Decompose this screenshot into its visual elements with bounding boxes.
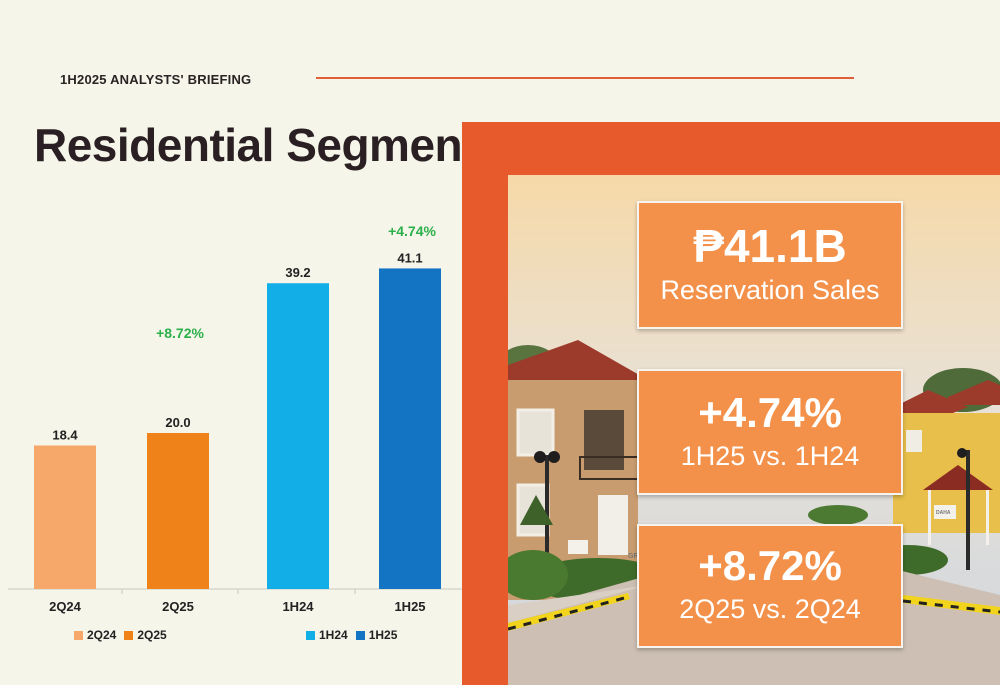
reservation-sales-label: Reservation Sales <box>660 275 880 305</box>
bar-2q24 <box>34 445 96 589</box>
tick-label-1h24: 1H24 <box>282 599 314 614</box>
header-rule <box>316 77 854 79</box>
data-label-1h24: 39.2 <box>285 265 310 280</box>
half-growth-value: +4.74% <box>698 389 842 436</box>
bar-2q25 <box>147 433 209 589</box>
growth-label-0: +8.72% <box>156 325 204 341</box>
half-growth-box: +4.74% 1H25 vs. 1H24 <box>637 369 903 495</box>
tick-label-1h25: 1H25 <box>394 599 425 614</box>
quarter-growth-value: +8.72% <box>698 542 842 589</box>
tick-label-2q25: 2Q25 <box>162 599 194 614</box>
tick-label-2q24: 2Q24 <box>49 599 82 614</box>
legend-swatch-2q25 <box>124 630 134 640</box>
legend-half: 1H24 1H25 <box>306 628 405 642</box>
photo-sign-2 <box>934 505 956 519</box>
reservation-sales-box: ₱41.1B Reservation Sales <box>637 201 903 329</box>
legend-label-1h25: 1H25 <box>368 628 398 642</box>
legend-label-1h24: 1H24 <box>319 628 348 642</box>
half-growth-label: 1H25 vs. 1H24 <box>680 441 860 471</box>
photo-sign-text-2: DAHA <box>936 510 951 516</box>
bar-1h24 <box>267 283 329 589</box>
photo-sign-text: GR <box>628 553 639 560</box>
legend-item-1h24: 1H24 <box>306 628 348 642</box>
legend-swatch-2q24 <box>74 630 83 640</box>
data-label-2q25: 20.0 <box>165 415 190 430</box>
growth-label-1: +4.74% <box>388 223 436 239</box>
legend-item-2q24: 2Q24 <box>74 628 116 642</box>
photo-sign <box>568 540 588 554</box>
data-label-1h25: 41.1 <box>397 250 422 265</box>
page-title: Residential Segment <box>34 119 477 171</box>
residential-bar-chart: 18.4 2Q24 20.0 2Q25 +8.72% 39.2 1H24 41.1 1H25 +4… <box>8 223 466 614</box>
bar-1h25 <box>379 268 441 589</box>
quarter-growth-label: 2Q25 vs. 2Q24 <box>679 594 861 624</box>
legend-swatch-1h25 <box>355 630 365 640</box>
legend-quarter: 2Q24 2Q25 <box>74 628 175 642</box>
quarter-growth-box: +8.72% 2Q25 vs. 2Q24 <box>637 524 903 648</box>
reservation-sales-value: ₱41.1B <box>693 220 847 272</box>
legend-swatch-1h24 <box>306 630 315 640</box>
legend-label-2q25: 2Q25 <box>137 628 167 642</box>
data-label-2q24: 18.4 <box>52 427 78 442</box>
legend-item-2q25: 2Q25 <box>124 628 167 642</box>
legend-item-1h25: 1H25 <box>355 628 398 642</box>
briefing-label: 1H2025 ANALYSTS' BRIEFING <box>60 72 252 87</box>
legend-label-2q24: 2Q24 <box>87 628 117 642</box>
